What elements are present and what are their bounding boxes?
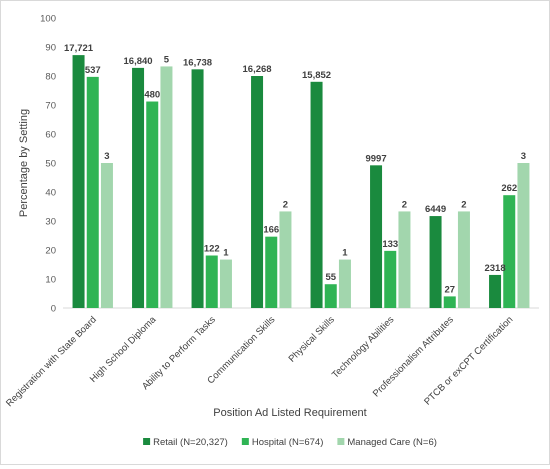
bar — [429, 216, 442, 308]
bar — [324, 284, 337, 308]
bar — [160, 66, 173, 309]
legend-swatch — [143, 438, 151, 445]
bar — [489, 274, 502, 308]
bar — [398, 211, 411, 308]
data-label: 262 — [501, 183, 517, 194]
y-tick-label: 50 — [45, 159, 56, 170]
legend: Retail (N=20,327) Hospital (N=674) Managed… — [143, 437, 437, 448]
bars-group — [72, 55, 530, 309]
data-label: 3 — [104, 151, 109, 162]
data-label: 166 — [263, 225, 279, 236]
data-label: 5 — [164, 54, 170, 65]
bar — [457, 211, 470, 308]
x-tick-label: Physical Skills — [287, 314, 338, 365]
data-label: 122 — [204, 244, 220, 255]
data-label: 3 — [521, 151, 526, 162]
data-label: 6449 — [425, 204, 446, 215]
x-tick-label: Technology Abilities — [330, 314, 397, 381]
y-tick-label: 20 — [45, 246, 56, 257]
legend-label: Retail (N=20,327) — [153, 437, 228, 448]
legend-item: Hospital (N=674) — [241, 437, 324, 448]
data-label: 16,738 — [183, 57, 212, 68]
bar — [310, 81, 323, 308]
x-axis-title: Position Ad Listed Requirement — [213, 407, 366, 419]
bar — [265, 236, 278, 308]
data-label: 480 — [144, 90, 160, 101]
y-tick-label: 40 — [45, 188, 56, 199]
bar — [370, 165, 383, 308]
y-tick-label: 0 — [51, 304, 56, 315]
data-label: 17,721 — [64, 43, 94, 54]
data-label: 16,840 — [124, 56, 153, 67]
data-label: 2 — [461, 199, 466, 210]
y-tick-label: 80 — [45, 72, 56, 83]
bar — [503, 195, 516, 308]
y-tick-label: 60 — [45, 130, 56, 141]
bar — [146, 101, 159, 309]
y-tick-label: 10 — [45, 275, 56, 286]
data-label: 9997 — [365, 153, 386, 164]
bar — [517, 163, 530, 308]
legend-swatch — [241, 438, 249, 445]
bar — [100, 163, 113, 308]
y-tick-label: 100 — [40, 14, 56, 25]
bar — [191, 69, 204, 308]
bar — [251, 76, 264, 308]
legend-item: Retail (N=20,327) — [143, 437, 228, 448]
x-tick-label: High School Diploma — [88, 314, 159, 385]
data-label: 27 — [444, 284, 455, 295]
y-tick-label: 30 — [45, 217, 56, 228]
legend-label: Hospital (N=674) — [252, 437, 324, 448]
data-label: 1 — [342, 248, 348, 259]
data-label: 2318 — [484, 263, 505, 274]
bar — [72, 55, 85, 309]
data-label: 133 — [382, 239, 398, 250]
bar — [384, 250, 397, 308]
bar — [219, 259, 232, 308]
y-axis-title: Percentage by Setting — [18, 109, 30, 217]
legend-item: Managed Care (N=6) — [337, 437, 437, 448]
data-label: 537 — [85, 65, 101, 76]
data-label: 2 — [402, 199, 407, 210]
x-tick-label: Registration with State Board — [4, 314, 99, 409]
data-label: 1 — [223, 248, 229, 259]
y-tick-label: 70 — [45, 101, 56, 112]
x-tick-label: Communication Skills — [205, 314, 277, 386]
bar — [205, 255, 218, 308]
data-label: 16,268 — [243, 64, 272, 75]
data-label: 15,852 — [302, 70, 331, 81]
bar — [443, 296, 456, 308]
data-label: 55 — [325, 272, 336, 283]
bar — [86, 76, 99, 309]
legend-label: Managed Care (N=6) — [347, 437, 437, 448]
bar — [279, 211, 292, 308]
y-tick-label: 90 — [45, 43, 56, 54]
bar — [338, 259, 351, 308]
legend-swatch — [337, 438, 345, 445]
data-label: 2 — [283, 199, 288, 210]
bar — [132, 67, 145, 308]
y-axis: 0 10 20 30 40 50 60 70 80 90 100 — [40, 14, 56, 315]
